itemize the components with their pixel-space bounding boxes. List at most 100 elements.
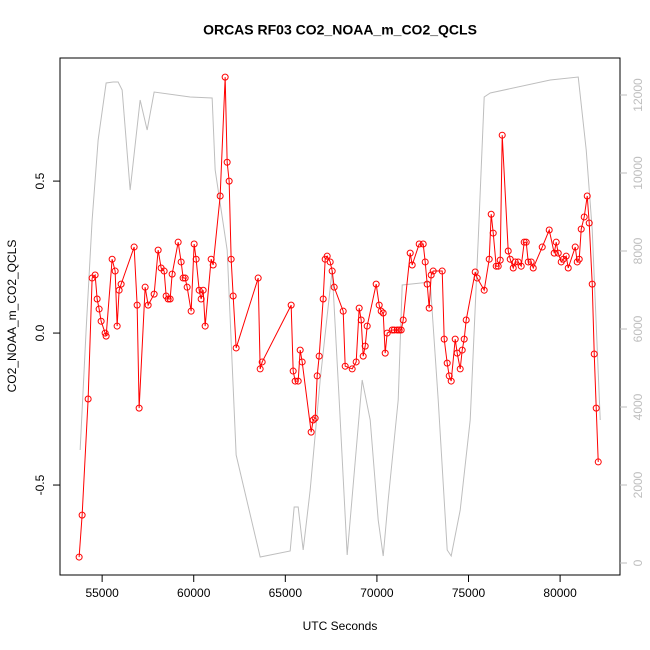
data-point [115,286,123,294]
data-point [289,367,297,375]
data-point [135,404,143,412]
data-point [190,240,198,248]
y2-tick-label: 8000 [631,237,645,264]
data-point [294,377,302,385]
data-point [473,274,481,282]
data-point [462,316,470,324]
data-point [150,290,158,298]
data-point [393,326,401,334]
data-point [550,249,558,257]
data-point [545,226,553,234]
data-point [313,372,321,380]
y-axis-label: CO2_NOAA_m_CO2_QCLS [5,240,19,393]
data-point [311,414,319,422]
y2-tick-label: 6000 [631,315,645,342]
y2-tick-label: 10000 [631,156,645,190]
data-point [84,395,92,403]
data-point [527,258,535,266]
data-point [330,283,338,291]
data-point [379,309,387,317]
data-point [223,158,231,166]
data-point [397,326,405,334]
data-point [564,264,572,272]
data-point [154,246,162,254]
series-line [79,76,601,558]
data-point [395,326,403,334]
data-point [504,247,512,255]
data-point [554,249,562,257]
data-point [480,286,488,294]
data-point [399,316,407,324]
data-point [383,329,391,337]
data-point [419,240,427,248]
data-point [509,264,517,272]
data-point [113,322,121,330]
chart-title: ORCAS RF03 CO2_NOAA_m_CO2_QCLS [203,22,477,38]
data-point [201,322,209,330]
plot-frame [59,57,621,576]
data-point [498,131,506,139]
data-point [460,335,468,343]
data-point [494,262,502,270]
data-point [181,274,189,282]
data-point [496,256,504,264]
data-point [552,238,560,246]
data-point [575,255,583,263]
data-point [408,261,416,269]
data-point [291,377,299,385]
y-tick-label: 0.0 [33,324,47,341]
data-point [287,301,295,309]
data-point [108,255,116,263]
data-point [168,270,176,278]
data-point [315,352,323,360]
data-point [522,238,530,246]
x-tick-label: 75000 [452,586,486,600]
data-point [177,258,185,266]
data-point [341,362,349,370]
data-point [492,262,500,270]
data-point [309,416,317,424]
data-point [101,329,109,337]
data-point [458,346,466,354]
data-point [427,271,435,279]
data-point [447,377,455,385]
data-point [592,404,600,412]
x-tick-label: 55000 [85,586,119,600]
data-point [583,192,591,200]
data-point [585,219,593,227]
data-point [164,295,172,303]
data-point [97,317,105,325]
data-point [258,358,266,366]
x-axis-label: UTC Seconds [303,619,378,633]
data-point [256,365,264,373]
data-point [372,280,380,288]
data-point [381,349,389,357]
data-point [229,292,237,300]
data-point [485,255,493,263]
y2-tick-label: 2000 [631,471,645,498]
y2-tick-label: 12000 [631,78,645,112]
data-point [102,332,110,340]
data-point [166,295,174,303]
data-point [298,358,306,366]
data-point [141,283,149,291]
data-point [451,335,459,343]
data-point [91,271,99,279]
data-point [130,243,138,251]
data-point [348,365,356,373]
data-point [443,359,451,367]
series-line [78,77,599,558]
data-point [529,264,537,272]
data-point [357,316,365,324]
y-tick-label: 0.5 [33,172,47,189]
y-tick-label: -0.5 [33,474,47,495]
data-point [352,358,360,366]
data-point [577,225,585,233]
data-point [199,286,207,294]
data-point [361,342,369,350]
data-point [254,274,262,282]
data-point [111,267,119,275]
data-point [520,238,528,246]
data-point [75,553,83,561]
